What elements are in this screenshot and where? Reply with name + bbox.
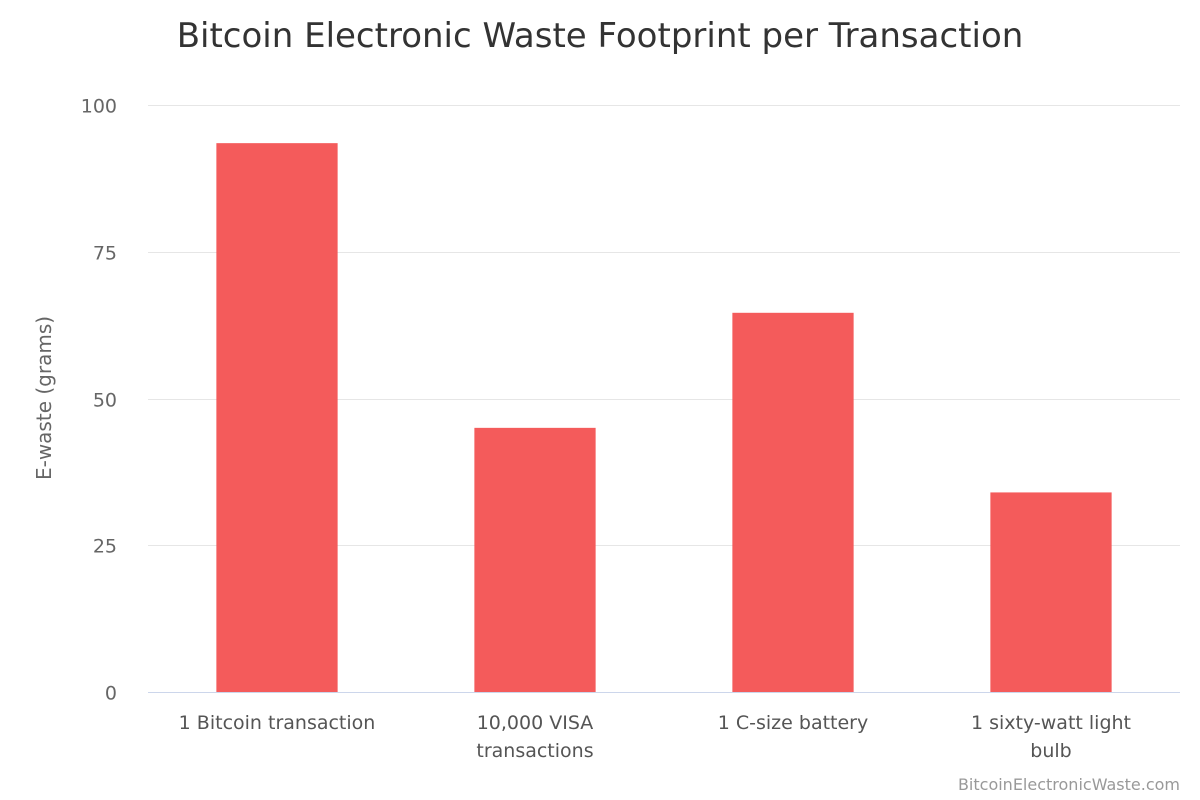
y-tick-label: 100 xyxy=(81,96,117,118)
x-category-label: 1 Bitcoin transaction xyxy=(179,712,376,734)
x-category-label-line: transactions xyxy=(476,740,593,762)
bar[interactable] xyxy=(990,492,1112,692)
bar[interactable] xyxy=(216,143,338,692)
x-category-label-line: 10,000 VISA xyxy=(477,712,594,734)
credits-link[interactable]: BitcoinElectronicWaste.com xyxy=(958,775,1180,794)
y-axis-title: E-waste (grams) xyxy=(32,316,56,480)
x-category-label: 10,000 VISA transactions xyxy=(476,712,593,762)
y-axis-ticks: 0 25 50 75 100 xyxy=(81,96,117,705)
bar[interactable] xyxy=(474,427,596,692)
y-tick-label: 50 xyxy=(93,390,117,412)
x-axis-categories: 1 Bitcoin transaction 10,000 VISA transact… xyxy=(179,712,1131,762)
chart-title: Bitcoin Electronic Waste Footprint per T… xyxy=(177,16,1024,56)
x-category-label: 1 sixty-watt light bulb xyxy=(971,712,1131,762)
x-category-label-line: 1 C-size battery xyxy=(718,712,868,734)
y-tick-label: 75 xyxy=(93,243,117,265)
bars xyxy=(216,143,1112,692)
x-category-label: 1 C-size battery xyxy=(718,712,868,734)
y-tick-label: 25 xyxy=(93,536,117,558)
x-category-label-line: bulb xyxy=(1030,740,1071,762)
x-category-label-line: 1 sixty-watt light xyxy=(971,712,1131,734)
x-category-label-line: 1 Bitcoin transaction xyxy=(179,712,376,734)
bar[interactable] xyxy=(732,312,854,692)
y-tick-label: 0 xyxy=(105,683,117,705)
